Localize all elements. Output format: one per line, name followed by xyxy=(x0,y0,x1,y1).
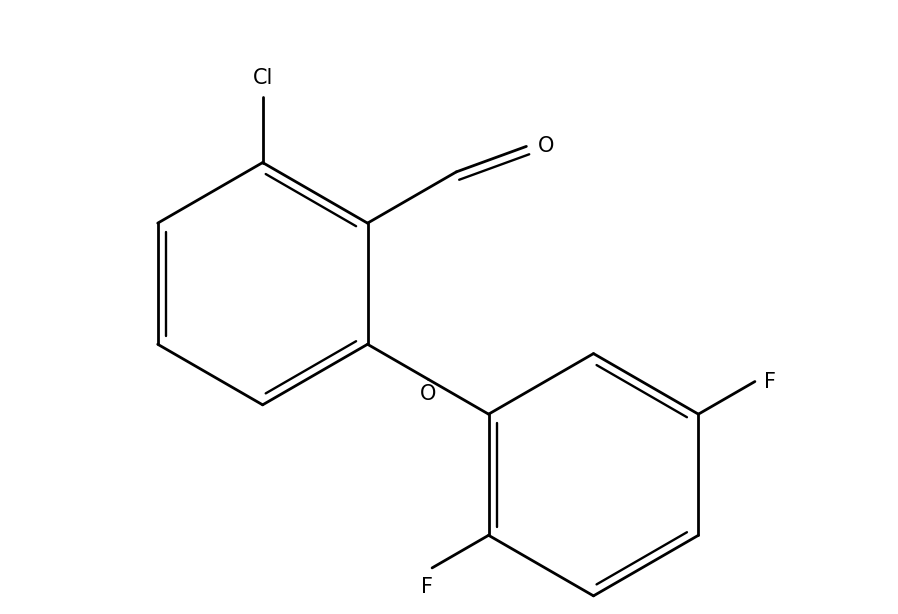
Text: O: O xyxy=(420,384,436,404)
Text: F: F xyxy=(764,371,776,392)
Text: Cl: Cl xyxy=(252,68,273,88)
Text: F: F xyxy=(421,577,434,597)
Text: O: O xyxy=(538,136,554,157)
